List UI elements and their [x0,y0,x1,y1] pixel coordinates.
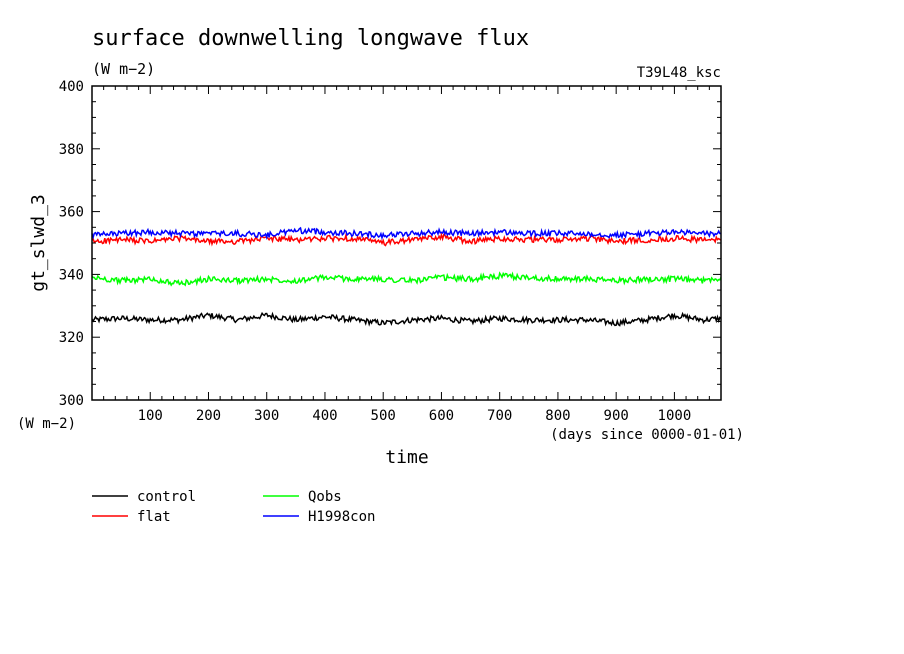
legend-label-h1998con: H1998con [308,509,375,525]
legend-label-control: control [137,489,196,505]
tick-layer: 100 200 300 400 500 600 700 800 900 1000 300 320 340… [59,79,721,424]
x-tick-label: 1000 [658,408,692,424]
chart-title: surface downwelling longwave flux [92,26,529,51]
x-tick-label: 800 [545,408,570,424]
y-tick-label: 380 [59,142,84,158]
y-tick-label: 320 [59,330,84,346]
series-line-qobs [91,271,722,287]
x-tick-label: 700 [487,408,512,424]
y-axis-label: gt_slwd_3 [28,194,49,292]
y-tick-label: 340 [59,267,84,283]
series-line-h1998con [91,226,722,241]
x-tick-label: 500 [371,408,396,424]
x-tick-label: 200 [196,408,221,424]
x-tick-label: 600 [429,408,454,424]
y-unit-label: (W m−2) [17,416,76,432]
run-label: T39L48_ksc [637,65,721,81]
x-tick-label: 100 [138,408,163,424]
y-tick-label: 360 [59,205,84,221]
y-tick-label: 400 [59,79,84,95]
legend-label-qobs: Qobs [308,489,342,505]
x-axis-label: time [385,447,428,468]
y-tick-label: 300 [59,393,84,409]
legend-label-flat: flat [137,509,171,525]
series-line-flat [91,232,722,247]
legend: control flat Qobs H1998con [92,489,375,525]
x-unit-label: (days since 0000-01-01) [550,427,744,443]
series-line-control [91,311,722,327]
x-tick-label: 300 [254,408,279,424]
units-label: (W m−2) [92,60,155,78]
series-layer [91,226,722,327]
x-tick-label: 900 [604,408,629,424]
x-tick-label: 400 [312,408,337,424]
